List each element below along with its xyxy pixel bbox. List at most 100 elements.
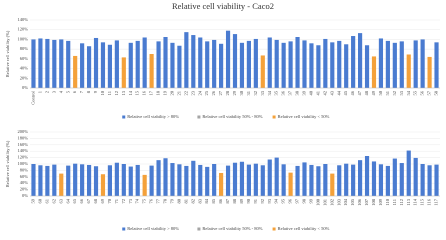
bar [434,164,439,196]
x-tick-label: 29 [232,90,237,95]
x-tick-label: 5 [65,90,70,93]
x-tick-label: 14 [128,90,133,95]
x-tick-label: 25 [204,90,209,95]
x-tick-label: 51 [385,91,390,96]
bar [59,173,64,196]
bar [337,165,342,196]
y-tick-label: 40% [20,66,29,71]
bar [142,174,147,196]
x-tick-label: 111 [392,199,397,205]
x-tick-label: 115 [420,198,425,205]
bar [191,35,196,88]
x-tick-label: 96 [288,198,293,203]
x-tick-label: 83 [197,198,202,203]
bar [80,164,85,196]
bar [45,165,50,196]
bar [420,164,425,196]
legend-label: Relative cell viability < 50% [278,114,330,119]
x-tick-label: 60 [37,198,42,203]
y-axis-label: Relative cell viability (%) [5,30,10,77]
x-tick-label: 46 [350,90,355,95]
x-tick-label: 6 [72,90,77,93]
x-tick-label: 38 [295,90,300,95]
x-tick-label: 44 [336,90,341,95]
x-tick-label: 8 [86,90,91,93]
bar [371,161,377,196]
bar [100,174,106,196]
bar [100,42,106,88]
x-tick-label: 112 [399,199,404,206]
bar [344,44,349,88]
bar [274,157,279,196]
x-tick-label: 55 [413,90,418,95]
bar [302,162,307,196]
bar [31,39,36,88]
x-tick-label: 114 [413,198,418,205]
x-tick-label: 106 [357,198,362,206]
bar [114,162,119,196]
bar [38,38,43,88]
x-tick-label: 15 [135,90,140,95]
x-tick-label: 22 [183,91,188,96]
x-tick-label: 56 [420,90,425,95]
x-tick-label: 39 [302,90,307,95]
y-axis-label: Relative cell viability (%) [5,140,10,187]
x-tick-label: 88 [232,198,237,203]
bar [107,165,112,196]
bar [281,164,286,196]
bar [274,39,279,88]
legend-label: Relative cell viability > 80% [127,114,179,119]
legend-swatch [272,227,276,231]
x-tick-label: 59 [31,198,36,203]
bar [170,163,175,196]
bar [66,165,71,196]
bar [198,164,203,196]
x-tick-label: 36 [281,90,286,95]
y-tick-label: 100% [18,161,29,166]
bar [309,43,314,88]
x-tick-label: 67 [86,198,91,203]
x-tick-label: 13 [121,90,126,95]
x-tick-label: 2 [44,91,49,93]
bar [323,164,328,196]
x-tick-label: 48 [364,90,369,95]
x-tick-label: 10 [100,90,105,95]
x-tick-label: 91 [253,199,258,204]
x-tick-label: 116 [427,198,432,205]
bar [73,163,78,196]
x-tick-label: 105 [350,198,355,206]
x-tick-label: 4 [58,90,63,93]
legend-label: Relative cell viability 50% - 80% [202,114,262,119]
bar [295,37,300,88]
x-tick-label: 63 [58,198,63,203]
bar [156,160,161,196]
x-tick-label: 71 [114,199,119,204]
x-tick-label: 32 [253,91,258,96]
y-tick-label: 20% [20,75,29,80]
bar [371,56,377,88]
bar [351,164,356,196]
bar [392,158,397,196]
bar [177,164,182,196]
bar [413,40,418,88]
bar [260,165,265,196]
x-tick-label: 99 [308,198,313,203]
bar [281,42,286,88]
x-tick-label: 12 [114,91,119,96]
x-tick-label: 21 [176,91,181,96]
bar [177,45,182,88]
bar [184,32,189,88]
bar [399,41,404,88]
x-tick-label: 53 [399,90,404,95]
bar [149,54,154,88]
bar [205,166,210,196]
bar [163,37,168,88]
bar [413,157,418,196]
bar [149,165,154,196]
bar [378,38,384,88]
x-tick-label: 30 [239,90,244,95]
x-tick-label: 41 [315,91,320,96]
y-tick-label: 40% [20,180,29,185]
x-tick-label: 40 [308,90,313,95]
